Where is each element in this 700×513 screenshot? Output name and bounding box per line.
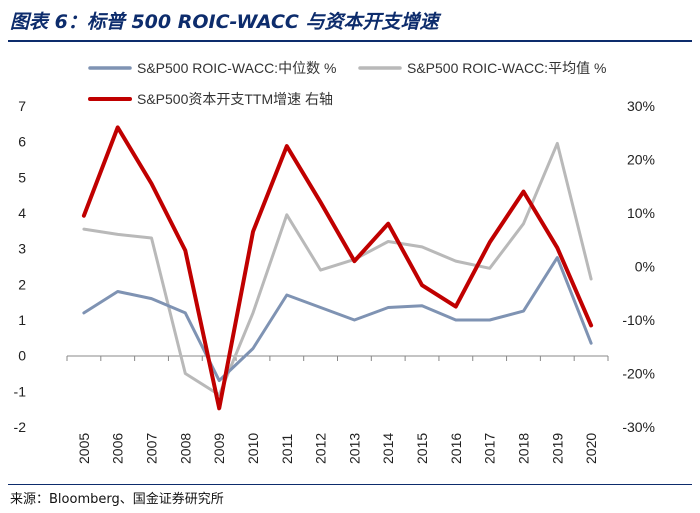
right-tick-label: 20% bbox=[627, 152, 655, 168]
x-tick-label: 2010 bbox=[245, 433, 261, 464]
x-tick-label: 2014 bbox=[380, 433, 396, 464]
left-tick-label: 2 bbox=[18, 276, 26, 292]
legend-label-1: S&P500 ROIC-WACC:中位数 % bbox=[137, 60, 336, 76]
right-tick-label: -10% bbox=[622, 312, 655, 328]
right-tick-label: 10% bbox=[627, 205, 655, 221]
x-tick-label: 2017 bbox=[482, 433, 498, 464]
x-tick-label: 2009 bbox=[211, 433, 227, 464]
title-divider bbox=[8, 40, 692, 42]
legend: S&P500 ROIC-WACC:中位数 % S&P500 ROIC-WACC:平… bbox=[88, 60, 606, 107]
right-tick-label: -20% bbox=[622, 366, 655, 382]
x-tick-label: 2013 bbox=[346, 433, 362, 464]
left-tick-label: -1 bbox=[14, 383, 27, 399]
axes: 2005 2006 2007 2008 2009 2010 2011 2012 2013 2014… bbox=[14, 98, 655, 464]
x-tick-label: 2015 bbox=[414, 433, 430, 464]
left-tick-label: 1 bbox=[18, 312, 26, 328]
x-tick-label: 2006 bbox=[110, 433, 126, 464]
series-line-3 bbox=[81, 125, 594, 411]
right-tick-label: 0% bbox=[635, 259, 655, 275]
x-tick-label: 2007 bbox=[144, 433, 160, 464]
left-tick-label: -2 bbox=[14, 419, 27, 435]
right-tick-label: 30% bbox=[627, 98, 655, 114]
x-tick-label: 2020 bbox=[583, 433, 599, 464]
left-tick-label: 7 bbox=[18, 98, 26, 114]
left-tick-label: 6 bbox=[18, 134, 26, 150]
footer-divider bbox=[8, 484, 692, 485]
x-tick-label: 2012 bbox=[313, 433, 329, 464]
x-tick-label: 2011 bbox=[279, 434, 295, 464]
legend-label-3: S&P500资本开支TTM增速 右轴 bbox=[137, 91, 333, 107]
x-tick-label: 2019 bbox=[549, 433, 565, 464]
left-tick-label: 4 bbox=[18, 205, 26, 221]
x-tick-label: 2018 bbox=[515, 433, 531, 464]
series-lines bbox=[81, 125, 594, 411]
x-tick-label: 2005 bbox=[76, 433, 92, 464]
x-tick-label: 2016 bbox=[448, 433, 464, 464]
left-tick-label: 3 bbox=[18, 241, 26, 257]
legend-label-2: S&P500 ROIC-WACC:平均值 % bbox=[407, 60, 606, 76]
series-line-1 bbox=[82, 256, 593, 383]
left-tick-label: 5 bbox=[18, 169, 26, 185]
figure-title: 图表 6：标普 500 ROIC-WACC 与资本开支增速 bbox=[10, 11, 439, 33]
left-tick-label: 0 bbox=[18, 348, 26, 364]
x-tick-label: 2008 bbox=[177, 433, 193, 464]
right-tick-label: -30% bbox=[622, 419, 655, 435]
source-note: 来源：Bloomberg、国金证券研究所 bbox=[10, 492, 224, 507]
